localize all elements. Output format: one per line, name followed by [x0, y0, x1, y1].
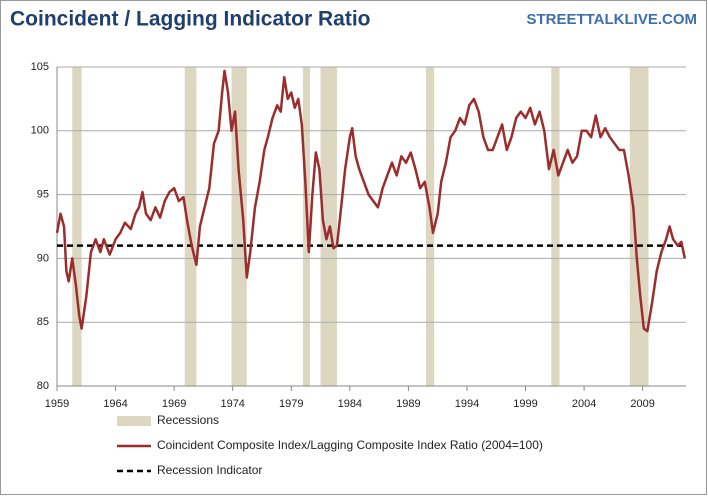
- x-tick-label: 2004: [572, 398, 596, 410]
- recession-band: [629, 67, 649, 386]
- x-tick-label: 1999: [513, 398, 537, 410]
- y-tick-label: 85: [37, 316, 49, 328]
- x-tick-label: 2009: [630, 398, 654, 410]
- x-tick-label: 1964: [103, 398, 127, 410]
- recession-band: [551, 67, 560, 386]
- x-tick-label: 1994: [455, 398, 479, 410]
- watermark: STREETTALKLIVE.COM: [526, 11, 697, 28]
- legend-swatch: [117, 416, 151, 426]
- x-tick-label: 1984: [338, 398, 362, 410]
- ratio-line: [55, 69, 687, 333]
- legend-label: Recession Indicator: [157, 463, 262, 477]
- y-tick-label: 95: [37, 189, 49, 201]
- chart-title: Coincident / Lagging Indicator Ratio: [10, 8, 371, 31]
- y-tick-label: 90: [37, 252, 49, 264]
- y-tick-label: 80: [37, 380, 49, 392]
- recession-band: [425, 67, 435, 386]
- recession-band: [231, 67, 247, 386]
- recession-band: [72, 67, 82, 386]
- recession-band: [184, 67, 197, 386]
- x-tick-label: 1989: [396, 398, 420, 410]
- x-tick-label: 1959: [45, 398, 69, 410]
- x-tick-label: 1969: [162, 398, 186, 410]
- legend-label: Coincident Composite Index/Lagging Compo…: [157, 438, 543, 452]
- x-tick-label: 1974: [220, 398, 244, 410]
- legend-label: Recessions: [157, 413, 219, 427]
- x-tick-label: 1979: [279, 398, 303, 410]
- y-tick-label: 105: [31, 61, 49, 73]
- y-tick-label: 100: [31, 125, 49, 137]
